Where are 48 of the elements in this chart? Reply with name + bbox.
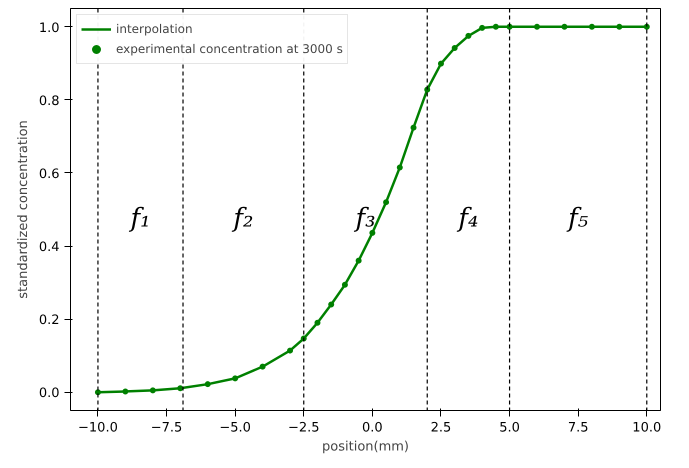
- point: [438, 60, 444, 67]
- point: [534, 24, 540, 30]
- y-tick-label: 1.0: [38, 20, 60, 36]
- point: [287, 348, 294, 354]
- point: [479, 24, 486, 31]
- point: [383, 199, 390, 206]
- point: [396, 164, 403, 170]
- point: [204, 381, 211, 388]
- point: [122, 388, 128, 394]
- point: [616, 24, 622, 30]
- point: [314, 320, 320, 326]
- x-tick-label: −10.0: [78, 420, 118, 436]
- point: [506, 24, 513, 30]
- x-tick-label: −5.0: [219, 420, 251, 436]
- point: [150, 387, 156, 394]
- x-axis-title: position(mm): [322, 440, 409, 454]
- annotation: f₄: [456, 204, 478, 234]
- point: [356, 258, 362, 264]
- y-tick-label: 0.0: [38, 386, 60, 402]
- annotation: f₃: [353, 204, 376, 234]
- point: [342, 282, 348, 288]
- x-tick-label: −2.5: [288, 420, 320, 436]
- annotation: f₁: [128, 204, 150, 234]
- point: [260, 364, 266, 370]
- point: [328, 302, 334, 308]
- point: [232, 375, 238, 382]
- x-tick-label: −7.5: [150, 420, 182, 436]
- point: [588, 24, 595, 30]
- x-tick-label: 7.5: [568, 420, 589, 436]
- x-tick-label: 10.0: [632, 420, 662, 436]
- y-tick-label: 0.6: [38, 166, 60, 182]
- point: [410, 124, 417, 131]
- legend-label: experimental concentration at 3000 s: [116, 42, 343, 56]
- point: [465, 32, 472, 39]
- y-axis-title: standardized concentration: [16, 120, 31, 299]
- x-tick-label: 0.0: [362, 420, 383, 436]
- x-tick-label: 5.0: [499, 420, 520, 436]
- x-tick-label: 2.5: [430, 420, 452, 436]
- point: [492, 24, 499, 30]
- annotation: f₂: [231, 204, 254, 234]
- legend-label: interpolation: [116, 22, 193, 36]
- y-tick-label: 0.8: [38, 94, 60, 109]
- point: [452, 44, 458, 51]
- annotation: f₅: [566, 204, 589, 234]
- y-tick-label: 0.2: [38, 313, 60, 328]
- point: [177, 385, 184, 392]
- point: [561, 24, 568, 30]
- y-tick-label: 0.4: [38, 240, 60, 256]
